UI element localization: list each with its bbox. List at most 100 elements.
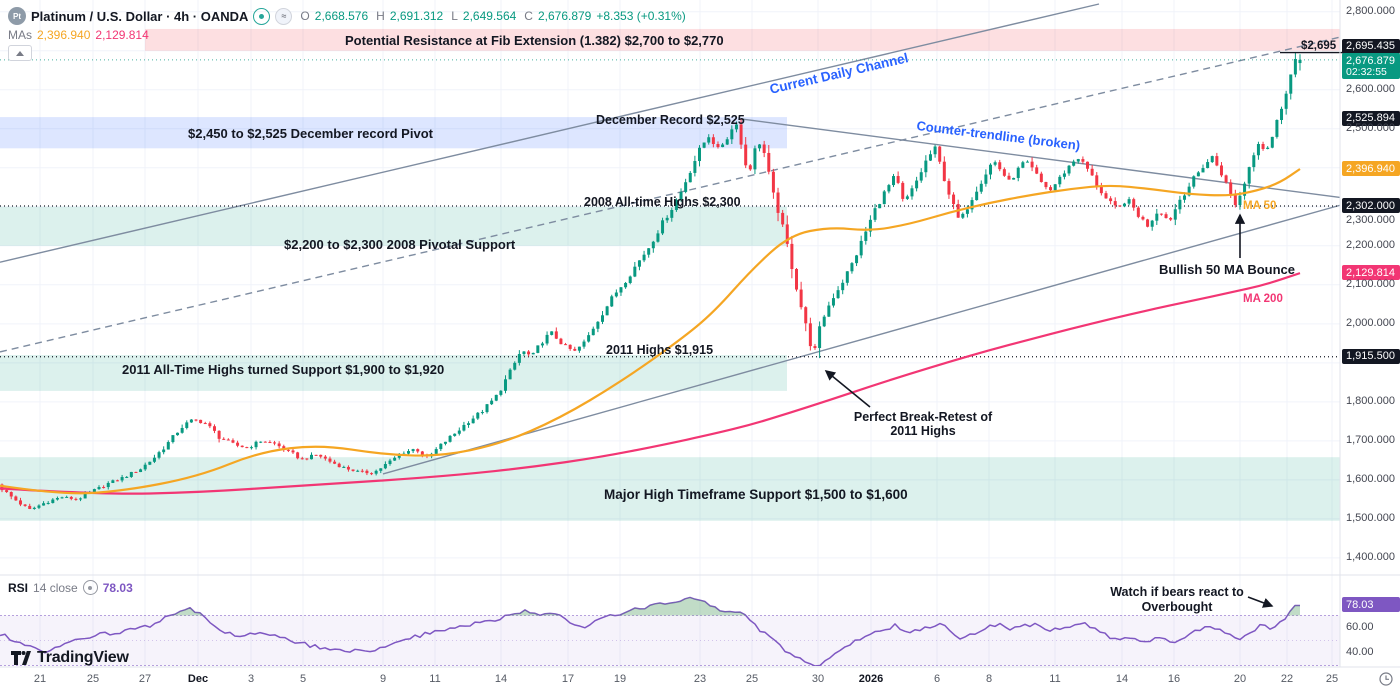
candle [642, 254, 646, 261]
candle [374, 470, 378, 474]
candle [804, 307, 808, 324]
zone-fib-resistance[interactable] [145, 28, 1340, 51]
symbol-legend: Pt Platinum / U.S. Dollar · 4h · OANDA ≈… [8, 7, 686, 25]
candle [434, 449, 438, 454]
collapse-legend-button[interactable] [8, 45, 32, 61]
annotation-htf-support[interactable]: Major High Timeframe Support $1,500 to $… [604, 487, 908, 502]
annotation-ma-bounce[interactable]: Bullish 50 MA Bounce [1158, 262, 1296, 277]
zone-december-pivot[interactable] [0, 117, 787, 149]
annotation-december-record[interactable]: December Record $2,525 [596, 113, 745, 127]
rally-trendline[interactable] [382, 204, 1341, 475]
candle [739, 124, 743, 145]
candle [1044, 181, 1048, 188]
ma200-line[interactable] [0, 272, 1301, 495]
candle [619, 287, 623, 293]
candle [711, 137, 715, 145]
zone-support-2011[interactable] [0, 355, 787, 391]
candle [490, 400, 494, 405]
candle [915, 180, 919, 189]
candle [416, 449, 420, 452]
ma50-line[interactable] [0, 168, 1301, 495]
symbol-title[interactable]: Platinum / U.S. Dollar · 4h · OANDA [31, 8, 249, 24]
candle [702, 142, 706, 148]
candle [716, 144, 720, 148]
candle [1095, 175, 1099, 187]
candle [513, 362, 517, 370]
candle [845, 271, 849, 283]
annotation-2011-support[interactable]: 2011 All-Time Highs turned Support $1,90… [122, 362, 445, 377]
candle [277, 443, 281, 447]
candle [924, 160, 928, 173]
rsi-title[interactable]: RSI [8, 580, 29, 595]
counter-trendline[interactable] [741, 118, 1341, 199]
candle [125, 476, 129, 478]
candle [143, 464, 147, 470]
candle [222, 438, 226, 440]
candle [910, 188, 914, 197]
approximate-price-icon[interactable]: ≈ [275, 7, 293, 25]
candle [351, 469, 355, 471]
rsi-line[interactable] [0, 596, 1300, 666]
candle [531, 352, 535, 355]
candle [457, 430, 461, 434]
annotation-fib-resistance[interactable]: Potential Resistance at Fib Extension (1… [345, 33, 724, 48]
candle [1113, 201, 1117, 206]
annotation-break-retest[interactable]: Perfect Break-Retest of 2011 Highs [853, 410, 993, 438]
candle [1196, 172, 1200, 177]
candle [194, 419, 198, 421]
candle [1081, 159, 1085, 162]
candle [1201, 168, 1205, 173]
high-label: H [376, 9, 385, 23]
annotation-2011-highs[interactable]: 2011 Highs $1,915 [606, 343, 714, 357]
clock-icon[interactable] [1379, 672, 1393, 686]
mas-label[interactable]: MAs [8, 28, 32, 42]
candle [1146, 219, 1150, 227]
candle [1132, 199, 1136, 208]
candle [1159, 213, 1163, 215]
rsi-legend: RSI 14 close 78.03 [8, 580, 133, 595]
candle [1247, 167, 1251, 184]
candle [1233, 194, 1237, 206]
candle [499, 390, 503, 395]
rsi-settings-icon[interactable] [82, 580, 98, 595]
candle [1192, 176, 1196, 187]
ma50-line-label: MA 50 [1243, 200, 1277, 212]
zone-pivotal-support-2008[interactable] [0, 206, 787, 246]
candle [790, 243, 794, 269]
channel-upper[interactable] [0, 3, 1100, 263]
candle [1007, 175, 1011, 180]
candle [637, 260, 641, 267]
clock-hands [1385, 675, 1389, 680]
rsi-band [0, 615, 1340, 666]
zone-htf-support[interactable] [0, 457, 1340, 521]
candle [1270, 136, 1274, 148]
candle [1219, 165, 1223, 176]
annotation-december-pivot-zone[interactable]: $2,450 to $2,525 December record Pivot [188, 126, 433, 141]
rsi-params: 14 close [33, 580, 78, 595]
candle [106, 482, 110, 488]
market-status-icon[interactable] [253, 7, 271, 25]
annotation-price-target[interactable]: $2,695 [1301, 40, 1337, 52]
channel-inner[interactable] [0, 36, 1341, 353]
candle [115, 480, 119, 482]
candle [226, 439, 230, 441]
candle [236, 442, 240, 446]
annotation-2008-highs[interactable]: 2008 All-time Highs $2,300 [584, 195, 741, 209]
candle [1127, 199, 1131, 204]
tradingview-logo[interactable]: TradingView [10, 648, 129, 668]
candle [707, 137, 711, 143]
annotation-2008-pivotal-support[interactable]: $2,200 to $2,300 2008 Pivotal Support [284, 237, 516, 252]
annotation-rsi-watch[interactable]: Watch if bears react to Overbought [1110, 585, 1244, 614]
candle [605, 306, 609, 316]
candle [162, 449, 166, 453]
candle [1183, 195, 1187, 200]
candle [14, 496, 18, 501]
open-value: 2,668.576 [314, 9, 369, 23]
ma50-value: 2,396.940 [37, 28, 91, 42]
candle [896, 176, 900, 183]
candle [591, 328, 595, 336]
candle [309, 454, 313, 460]
candle [1298, 59, 1302, 64]
candle [439, 443, 443, 450]
